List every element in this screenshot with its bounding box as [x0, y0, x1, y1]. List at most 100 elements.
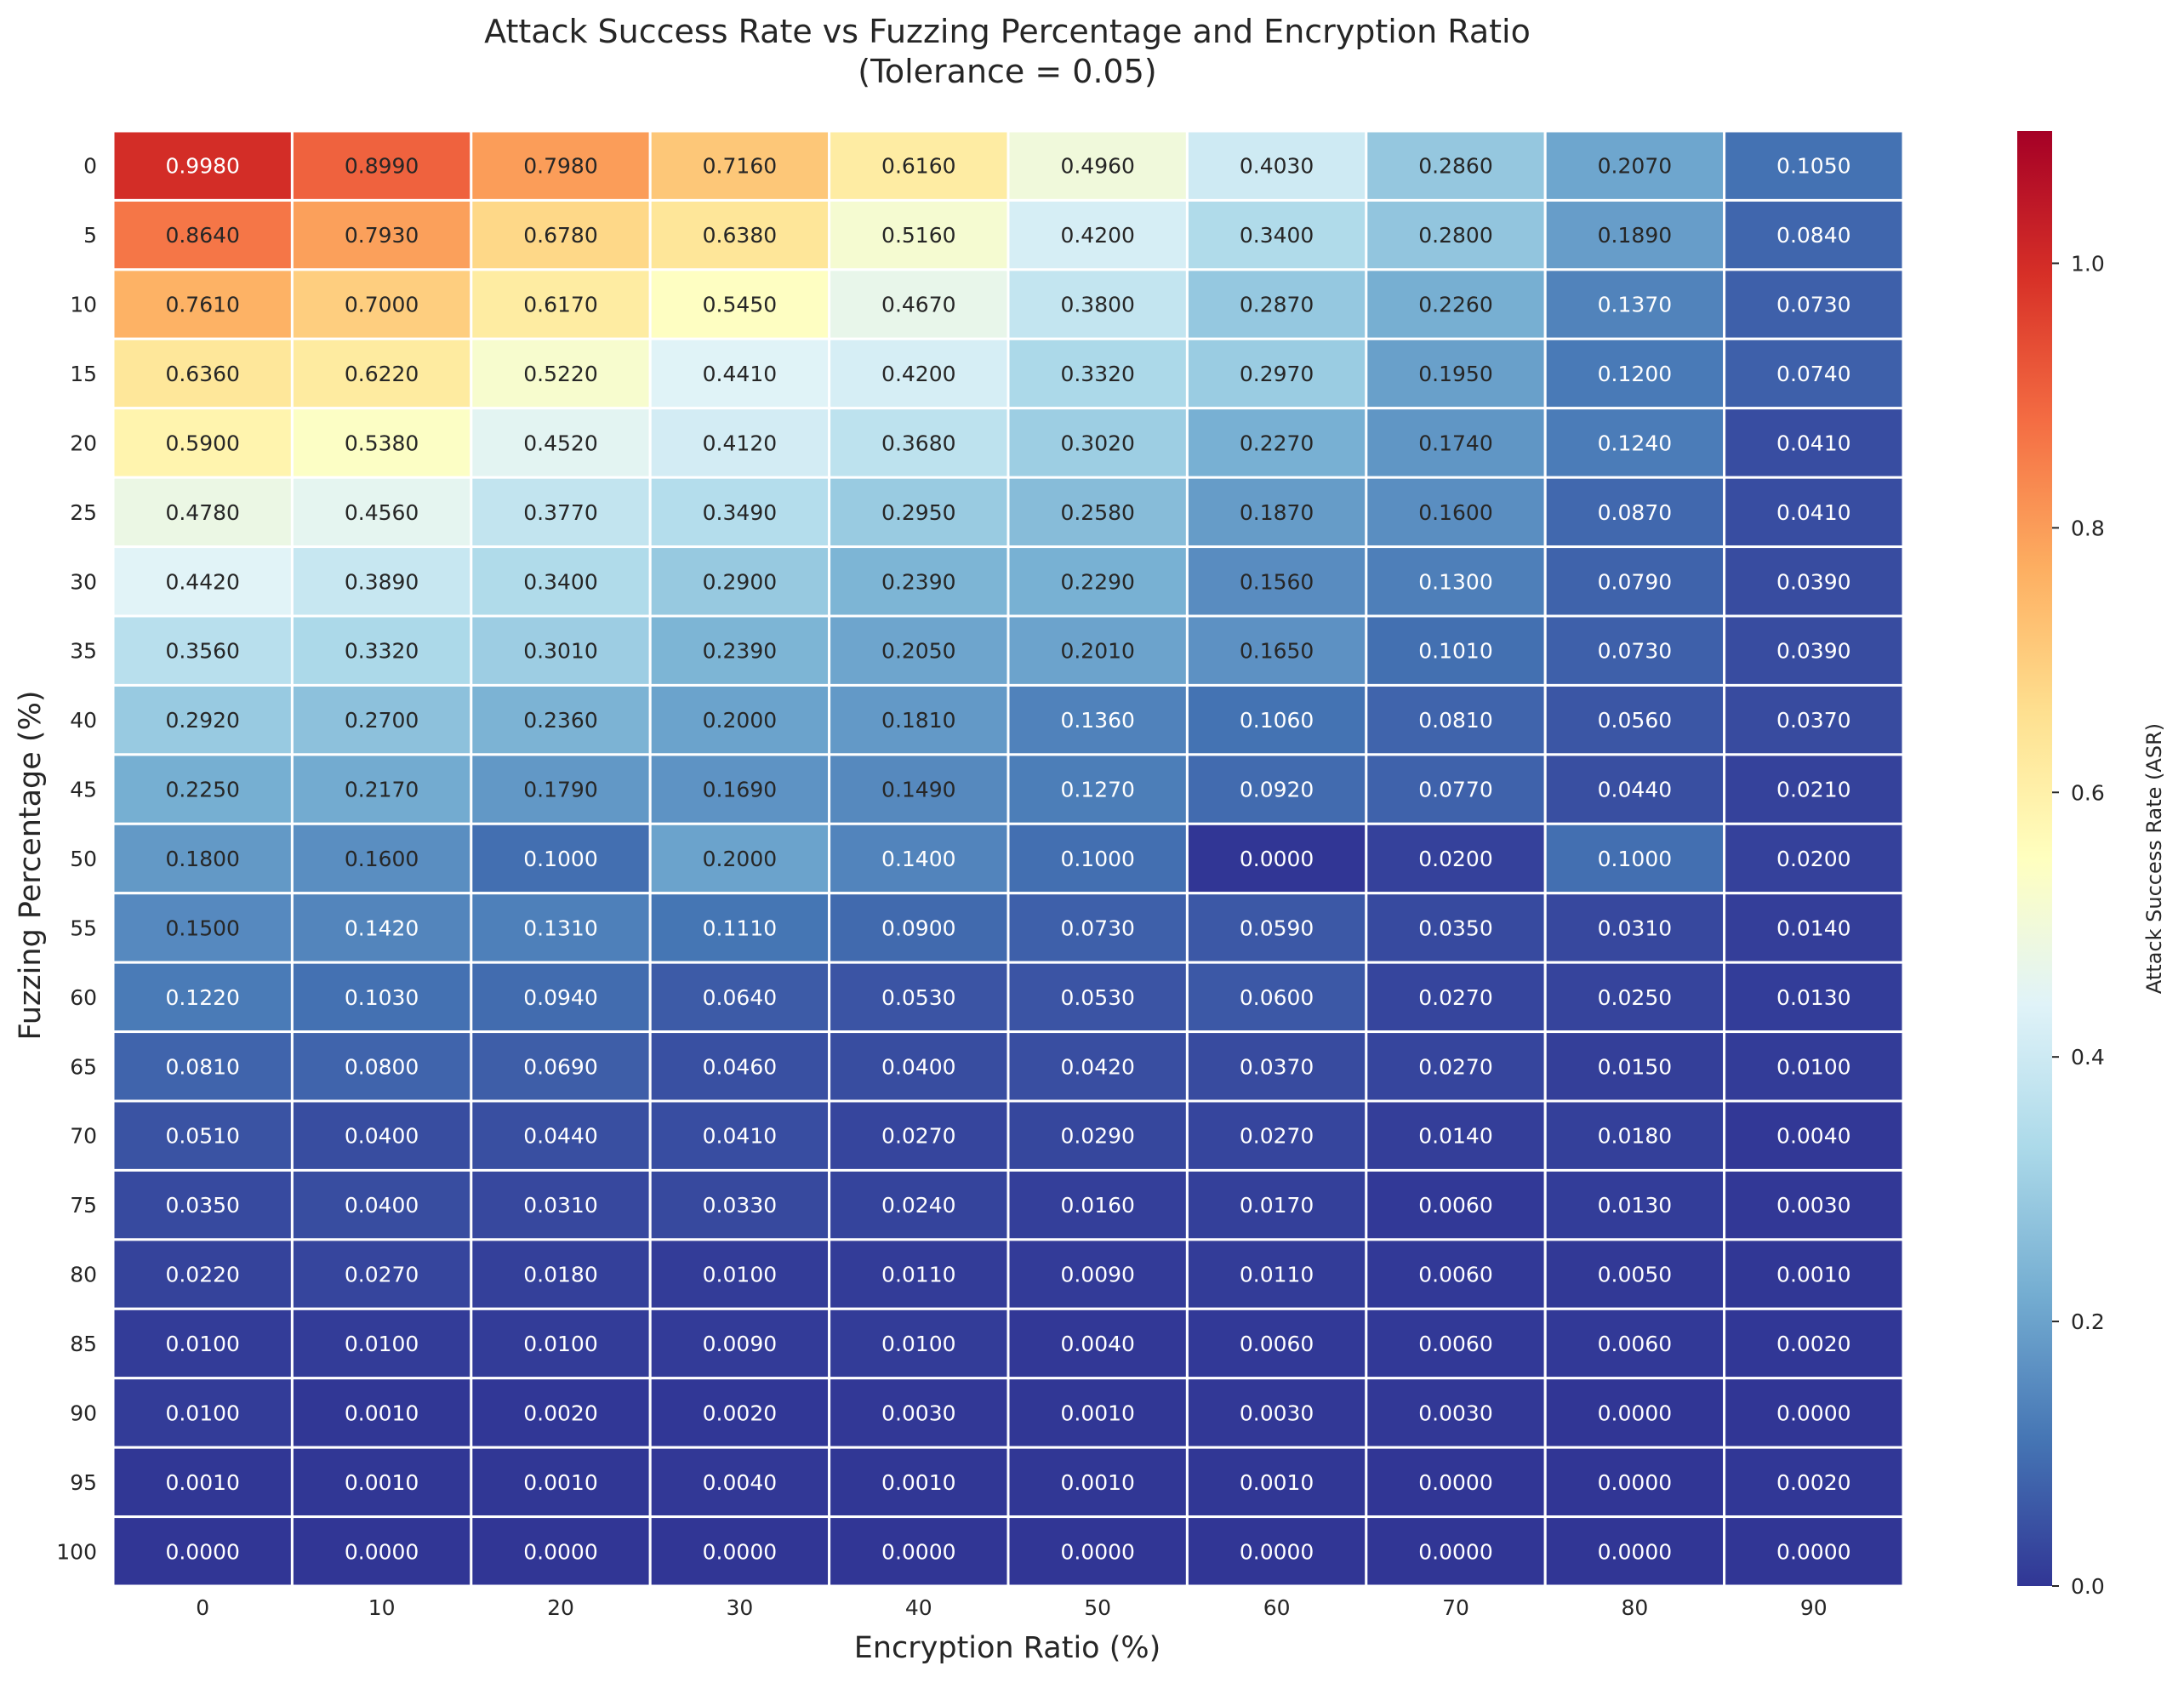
y-tick-label: 55: [70, 916, 97, 940]
cell-value-label: 0.1690: [703, 778, 777, 802]
cell-value-label: 0.7930: [345, 223, 419, 248]
cell-value-label: 0.1600: [1418, 500, 1492, 525]
cell-value-label: 0.4560: [345, 500, 419, 525]
y-tick-label: 50: [70, 847, 97, 871]
cell-value-label: 0.6160: [881, 154, 955, 179]
heatmap-cell: [1723, 753, 1905, 825]
cell-value-label: 0.0350: [1418, 916, 1492, 940]
heatmap-cell: [1185, 614, 1368, 687]
chart-subtitle: (Tolerance = 0.05): [858, 53, 1156, 90]
cell-value-label: 0.0130: [1598, 1193, 1672, 1218]
cell-value-label: 0.0530: [1060, 985, 1134, 1010]
cell-value-label: 0.8640: [165, 223, 239, 248]
cell-value-label: 0.0010: [345, 1401, 419, 1425]
cell-value-label: 0.0040: [703, 1470, 777, 1495]
heatmap-cell: [290, 1030, 473, 1103]
cell-value-label: 0.0220: [165, 1263, 239, 1287]
cell-value-label: 0.0060: [1418, 1193, 1492, 1218]
heatmap-cell: [111, 337, 294, 410]
cell-value-label: 0.6780: [523, 223, 597, 248]
cell-value-label: 0.0180: [1598, 1124, 1672, 1149]
heatmap-cell: [1723, 129, 1905, 202]
cell-value-label: 0.2700: [345, 708, 419, 733]
cell-value-label: 0.0900: [881, 916, 955, 940]
heatmap-cell: [1723, 545, 1905, 618]
heatmap-cell: [1365, 1238, 1547, 1310]
cell-value-label: 0.0810: [1418, 708, 1492, 733]
cell-value-label: 0.7000: [345, 293, 419, 317]
cell-value-label: 0.0090: [703, 1332, 777, 1356]
heatmap-cell: [111, 1168, 294, 1241]
heatmap-cell: [1185, 1515, 1368, 1588]
cell-value-label: 0.0330: [703, 1193, 777, 1218]
cell-value-label: 0.0350: [165, 1193, 239, 1218]
cell-value-label: 0.2870: [1240, 293, 1314, 317]
cell-value-label: 0.0920: [1240, 778, 1314, 802]
y-axis-label: Fuzzing Percentage (%): [14, 691, 48, 1041]
cell-value-label: 0.1740: [1418, 431, 1492, 455]
heatmap-cell: [1543, 614, 1726, 687]
heatmap-cell: [1365, 614, 1547, 687]
heatmap-cell: [290, 198, 473, 271]
heatmap-cell: [470, 476, 652, 549]
heatmap-cells: 0.9980 0.8990 0.7980 0.7160 0.6160 0.4960 0.40…: [111, 129, 1905, 1588]
y-tick-label: 45: [70, 778, 97, 802]
heatmap-cell: [1365, 545, 1547, 618]
cell-value-label: 0.0770: [1418, 778, 1492, 802]
cell-value-label: 0.2580: [1060, 500, 1134, 525]
heatmap-cell: [1723, 1307, 1905, 1380]
colorbar-tick-label: 0.6: [2071, 780, 2105, 805]
cell-value-label: 0.1800: [165, 847, 239, 871]
heatmap-cell: [1185, 407, 1368, 479]
cell-value-label: 0.4200: [881, 362, 955, 386]
heatmap-cell: [828, 1515, 1010, 1588]
cell-value-label: 0.0100: [345, 1332, 419, 1356]
heatmap-cell: [1006, 1515, 1189, 1588]
cell-value-label: 0.1000: [1060, 847, 1134, 871]
cell-value-label: 0.0590: [1240, 916, 1314, 940]
cell-value-label: 0.4670: [881, 293, 955, 317]
cell-value-label: 0.0370: [1776, 708, 1850, 733]
cell-value-label: 0.0100: [1776, 1054, 1850, 1079]
x-axis-label: Encryption Ratio (%): [854, 1631, 1161, 1665]
cell-value-label: 0.7160: [703, 154, 777, 179]
cell-value-label: 0.5160: [881, 223, 955, 248]
heatmap-cell: [1006, 753, 1189, 825]
cell-value-label: 0.0060: [1418, 1263, 1492, 1287]
cell-value-label: 0.0460: [703, 1054, 777, 1079]
cell-value-label: 0.6220: [345, 362, 419, 386]
cell-value-label: 0.0530: [881, 985, 955, 1010]
heatmap-cell: [111, 753, 294, 825]
cell-value-label: 0.3400: [1240, 223, 1314, 248]
heatmap-cell: [111, 961, 294, 1034]
cell-value-label: 0.0000: [523, 1539, 597, 1564]
x-tick-label: 90: [1800, 1595, 1828, 1620]
cell-value-label: 0.1370: [1598, 293, 1672, 317]
cell-value-label: 0.3020: [1060, 431, 1134, 455]
y-tick-label: 15: [70, 362, 97, 386]
heatmap-cell: [1365, 407, 1547, 479]
heatmap-cell: [1185, 198, 1368, 271]
heatmap-cell: [1543, 1030, 1726, 1103]
cell-value-label: 0.0240: [881, 1193, 955, 1218]
heatmap-cell: [111, 683, 294, 756]
cell-value-label: 0.0200: [1418, 847, 1492, 871]
cell-value-label: 0.0000: [1598, 1401, 1672, 1425]
heatmap-cell: [1365, 1515, 1547, 1588]
cell-value-label: 0.1030: [345, 985, 419, 1010]
cell-value-label: 0.1220: [165, 985, 239, 1010]
cell-value-label: 0.5900: [165, 431, 239, 455]
heatmap-cell: [1365, 1377, 1547, 1449]
heatmap-cell: [1006, 892, 1189, 964]
cell-value-label: 0.4780: [165, 500, 239, 525]
cell-value-label: 0.0040: [1776, 1124, 1850, 1149]
heatmap-cell: [470, 1307, 652, 1380]
x-tick-label: 10: [368, 1595, 396, 1620]
cell-value-label: 0.0730: [1598, 639, 1672, 664]
cell-value-label: 0.0020: [1776, 1470, 1850, 1495]
y-tick-label: 95: [70, 1470, 97, 1495]
heatmap-cell: [828, 822, 1010, 895]
x-tick-label: 70: [1442, 1595, 1469, 1620]
heatmap-cell: [1723, 892, 1905, 964]
cell-value-label: 0.1420: [345, 916, 419, 940]
